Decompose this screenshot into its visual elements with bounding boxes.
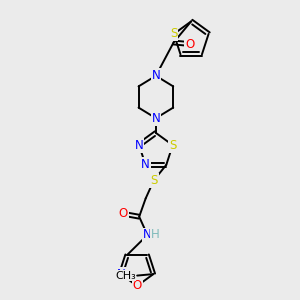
- Text: N: N: [143, 229, 152, 242]
- Text: N: N: [152, 69, 160, 82]
- Text: S: S: [169, 139, 176, 152]
- Text: CH₃: CH₃: [115, 271, 136, 281]
- Text: N: N: [141, 158, 150, 171]
- Text: O: O: [133, 279, 142, 292]
- Text: H: H: [151, 229, 160, 242]
- Text: N: N: [152, 112, 160, 125]
- Text: N: N: [116, 268, 125, 281]
- Text: N: N: [135, 139, 143, 152]
- Text: O: O: [118, 207, 127, 220]
- Text: S: S: [150, 174, 158, 187]
- Text: S: S: [170, 27, 178, 40]
- Text: O: O: [185, 38, 194, 50]
